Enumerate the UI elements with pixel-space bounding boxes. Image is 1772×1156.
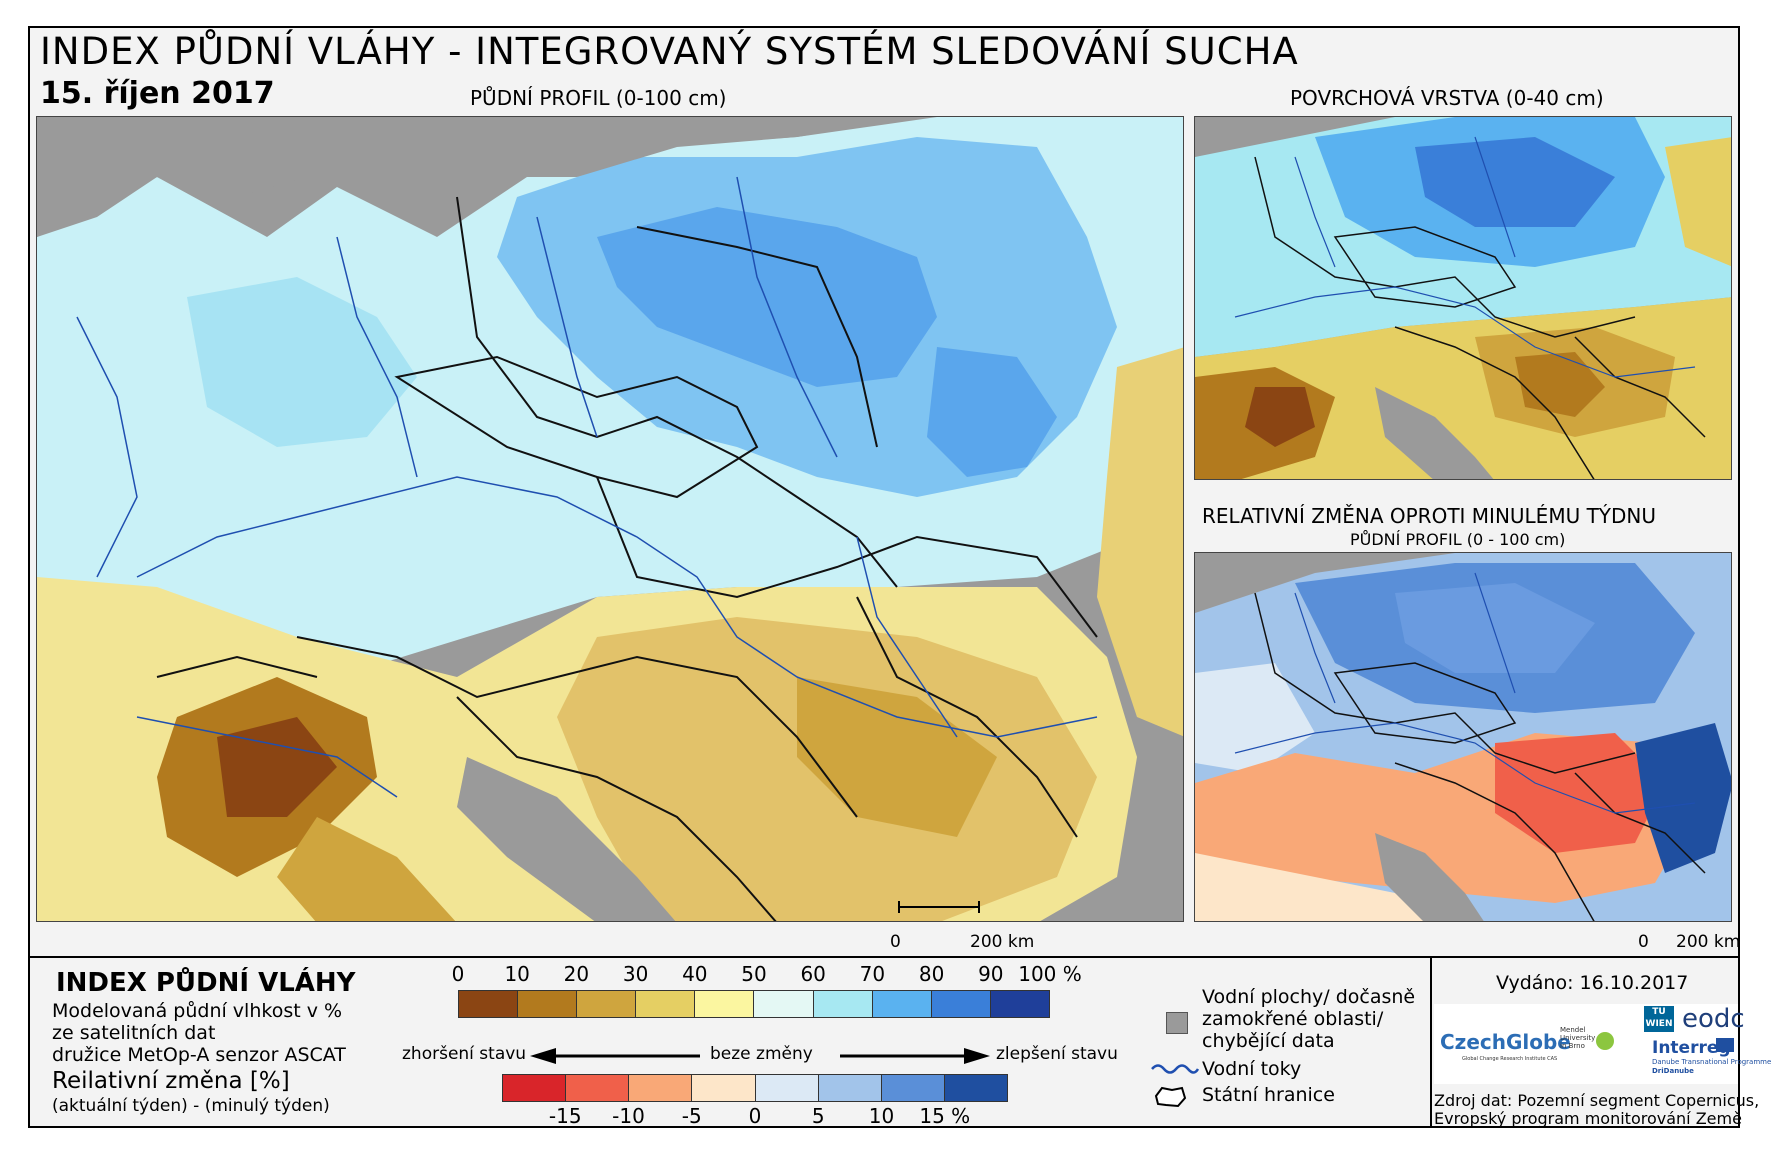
eu-flag-icon <box>1716 1038 1734 1052</box>
moisture-swatch <box>872 991 932 1017</box>
moisture-swatch <box>695 991 755 1017</box>
moisture-tick: 0 <box>451 962 465 986</box>
nochange-label: beze změny <box>710 1044 813 1064</box>
surface-panel-label: POVRCHOVÁ VRSTVA (0-40 cm) <box>1290 86 1604 110</box>
moisture-tick: 50 <box>741 962 767 986</box>
tu-wien-logo: TU WIEN <box>1644 1006 1674 1032</box>
moisture-swatch <box>754 991 814 1017</box>
weekly-change-map[interactable] <box>1194 552 1732 922</box>
change-swatch <box>503 1075 567 1101</box>
moisture-tick: 10 <box>504 962 530 986</box>
change-color-bar <box>502 1074 1008 1102</box>
mendel-logo: Mendel University in Brno <box>1560 1026 1596 1050</box>
change-tick: -15 <box>548 1104 582 1128</box>
change-panel-sublabel: PŮDNÍ PROFIL (0 - 100 cm) <box>1350 530 1566 549</box>
small-scale-zero: 0 <box>1638 932 1649 952</box>
rivers-label: Vodní toky <box>1202 1058 1302 1080</box>
issued-date: Vydáno: 16.10.2017 <box>1496 972 1689 994</box>
moisture-swatch <box>990 991 1049 1017</box>
legend-title: INDEX PŮDNÍ VLÁHY <box>56 968 356 998</box>
czechglobe-sub: Global Change Research Institute CAS <box>1462 1056 1558 1062</box>
moisture-tick: 80 <box>918 962 945 986</box>
main-map-svg <box>37 117 1183 921</box>
interreg-logo: Interreg <box>1652 1038 1731 1058</box>
change-swatch <box>818 1075 882 1101</box>
main-scale-bar <box>898 901 980 913</box>
change-legend-desc: (aktuální týden) - (minulý týden) <box>52 1096 330 1116</box>
surface-layer-map[interactable] <box>1194 116 1732 480</box>
mendel-dots-icon <box>1596 1032 1614 1050</box>
change-tick: 10 <box>868 1104 895 1128</box>
moisture-tick: 70 <box>859 962 886 986</box>
partner-logos: CzechGlobe Global Change Research Instit… <box>1434 1004 1771 1084</box>
moisture-tick: 30 <box>622 962 649 986</box>
moisture-tick: 100 % <box>1018 962 1082 986</box>
change-arrows <box>530 1048 990 1064</box>
moisture-tick: 60 <box>800 962 826 986</box>
change-swatch <box>566 1075 630 1101</box>
interreg-sub1: Danube Transnational Programme <box>1652 1058 1772 1066</box>
river-symbol <box>1151 1064 1200 1074</box>
change-legend-title: Reilativní změna [%] <box>52 1068 290 1094</box>
moisture-swatch <box>518 991 578 1017</box>
change-panel-label: RELATIVNÍ ZMĚNA OPROTI MINULÉMU TÝDNU <box>1202 504 1657 528</box>
change-swatch <box>755 1075 819 1101</box>
main-scale-end: 200 km <box>970 932 1035 952</box>
moisture-swatch <box>577 991 637 1017</box>
change-tick: 5 <box>811 1104 825 1128</box>
moisture-tick: 90 <box>978 962 1004 986</box>
small-scale-end: 200 km <box>1676 932 1741 952</box>
water-symbol <box>1166 1012 1188 1034</box>
better-label: zlepšení stavu <box>996 1044 1118 1064</box>
moisture-swatch <box>459 991 519 1017</box>
moisture-swatch <box>813 991 873 1017</box>
change-tick: -10 <box>612 1104 645 1128</box>
change-tick: -5 <box>681 1104 702 1128</box>
main-panel-label: PŮDNÍ PROFIL (0-100 cm) <box>470 86 727 110</box>
moisture-tick: 20 <box>563 962 590 986</box>
moisture-tick: 40 <box>682 962 708 986</box>
moisture-swatch <box>636 991 696 1017</box>
change-swatch <box>881 1075 945 1101</box>
info-divider <box>1430 956 1432 1128</box>
border-symbol <box>1154 1086 1187 1108</box>
page-title: INDEX PŮDNÍ VLÁHY - INTEGROVANÝ SYSTÉM S… <box>40 30 1299 73</box>
change-swatch <box>944 1075 1007 1101</box>
interreg-sub2: DriDanube <box>1652 1067 1694 1075</box>
eodc-logo: eodc <box>1682 1004 1745 1034</box>
borders-label: Státní hranice <box>1202 1084 1335 1106</box>
data-source: Zdroj dat: Pozemní segment Copernicus, E… <box>1434 1091 1760 1128</box>
change-tick: 15 % <box>919 1104 971 1128</box>
change-map-svg <box>1195 553 1731 921</box>
change-swatch <box>629 1075 693 1101</box>
main-soil-profile-map[interactable] <box>36 116 1184 922</box>
change-swatch <box>692 1075 756 1101</box>
moisture-color-bar <box>458 990 1050 1018</box>
legend-divider <box>28 956 1740 958</box>
water-label: Vodní plochy/ dočasně zamokřené oblasti/… <box>1202 986 1416 1052</box>
map-date: 15. říjen 2017 <box>40 76 275 111</box>
moisture-swatch <box>931 991 991 1017</box>
czechglobe-logo: CzechGlobe <box>1440 1030 1571 1054</box>
legend-description: Modelovaná půdní vlhkost v % ze satelitn… <box>52 1000 346 1066</box>
surface-map-svg <box>1195 117 1731 479</box>
worse-label: zhoršení stavu <box>402 1044 527 1064</box>
change-tick: 0 <box>748 1104 762 1128</box>
main-scale-zero: 0 <box>890 932 901 952</box>
